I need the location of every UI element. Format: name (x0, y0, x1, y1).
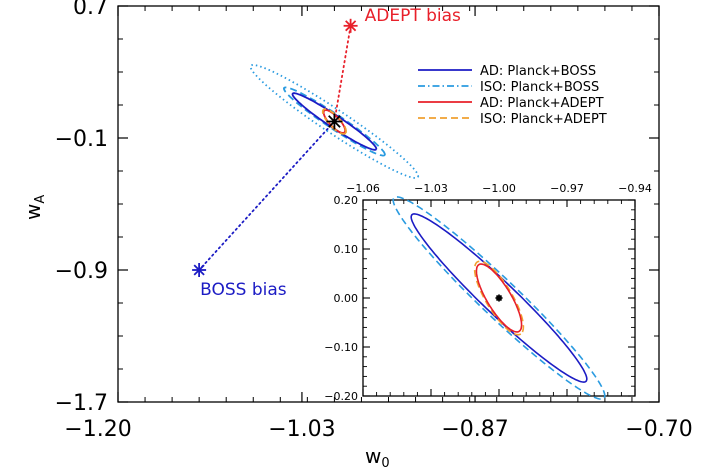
y-tick-label: −0.1 (55, 127, 108, 152)
bias-point-label: BOSS bias (200, 280, 287, 300)
x-axis-label: w0 (365, 444, 390, 469)
legend-label: ISO: Planck+BOSS (480, 80, 599, 95)
legend-label: ISO: Planck+ADEPT (480, 112, 607, 127)
x-tick-label: −0.70 (625, 417, 692, 442)
bias-point-stroke (345, 20, 357, 32)
x-axis-label-main: w (365, 444, 381, 468)
inset-x-tick-label: −0.97 (550, 182, 584, 195)
inset-plot: −1.06 −1.03 −1.00 −0.97 −0.94 0.20 0.10 0.00 −0.… (324, 182, 652, 403)
bias-point-stroke (193, 264, 205, 276)
y-tick-label: 0.7 (73, 0, 108, 20)
bias-line (333, 24, 352, 123)
inset-x-tick-label: −1.06 (346, 182, 380, 195)
x-tick-label: −1.03 (268, 417, 335, 442)
bias-point-label: ADEPT bias (365, 6, 461, 26)
inset-y-tick-label: 0.20 (334, 194, 359, 207)
inset-x-tick-label: −0.94 (618, 182, 652, 195)
inset-x-tick-label: −1.00 (482, 182, 516, 195)
y-axis-label-main: w (21, 204, 45, 220)
inset-y-tick-label: −0.10 (324, 341, 358, 354)
bias-point (343, 18, 358, 33)
bias-line (198, 120, 336, 271)
inset-contour-ellipse (473, 260, 525, 336)
y-axis-label: wA (21, 195, 48, 220)
inset-x-tick-label: −1.03 (414, 182, 448, 195)
contour-ellipse (321, 108, 347, 135)
legend-label: AD: Planck+BOSS (480, 64, 596, 79)
x-axis-label-sub: 0 (381, 456, 389, 469)
contour-ellipse (291, 92, 378, 151)
y-tick-label: −1.7 (55, 391, 108, 416)
inset-fiducial-point-stroke (495, 294, 503, 302)
fiducial-point (326, 113, 343, 130)
inset-fiducial-point (495, 294, 503, 302)
bias-point (192, 263, 207, 277)
y-tick-label: −0.9 (55, 259, 108, 284)
inset-contour-ellipse (392, 196, 606, 400)
x-tick-label: −1.20 (64, 417, 131, 442)
inset-contour-ellipse (475, 263, 523, 333)
fiducial-point-stroke (328, 115, 341, 128)
inset-y-tick-label: −0.20 (324, 390, 358, 403)
contour-ellipse (282, 86, 386, 157)
inset-contour-ellipse (410, 213, 588, 383)
inset-y-tick-label: 0.00 (334, 292, 359, 305)
legend-label: AD: Planck+ADEPT (480, 96, 604, 111)
inset-y-tick-label: 0.10 (334, 243, 359, 256)
y-axis-label-sub: A (33, 195, 48, 204)
x-tick-label: −0.87 (441, 417, 508, 442)
main-plot: −1.20 −1.03 −0.87 −0.700.7−0.1−0.9−1.7w0wAA… (21, 0, 693, 469)
